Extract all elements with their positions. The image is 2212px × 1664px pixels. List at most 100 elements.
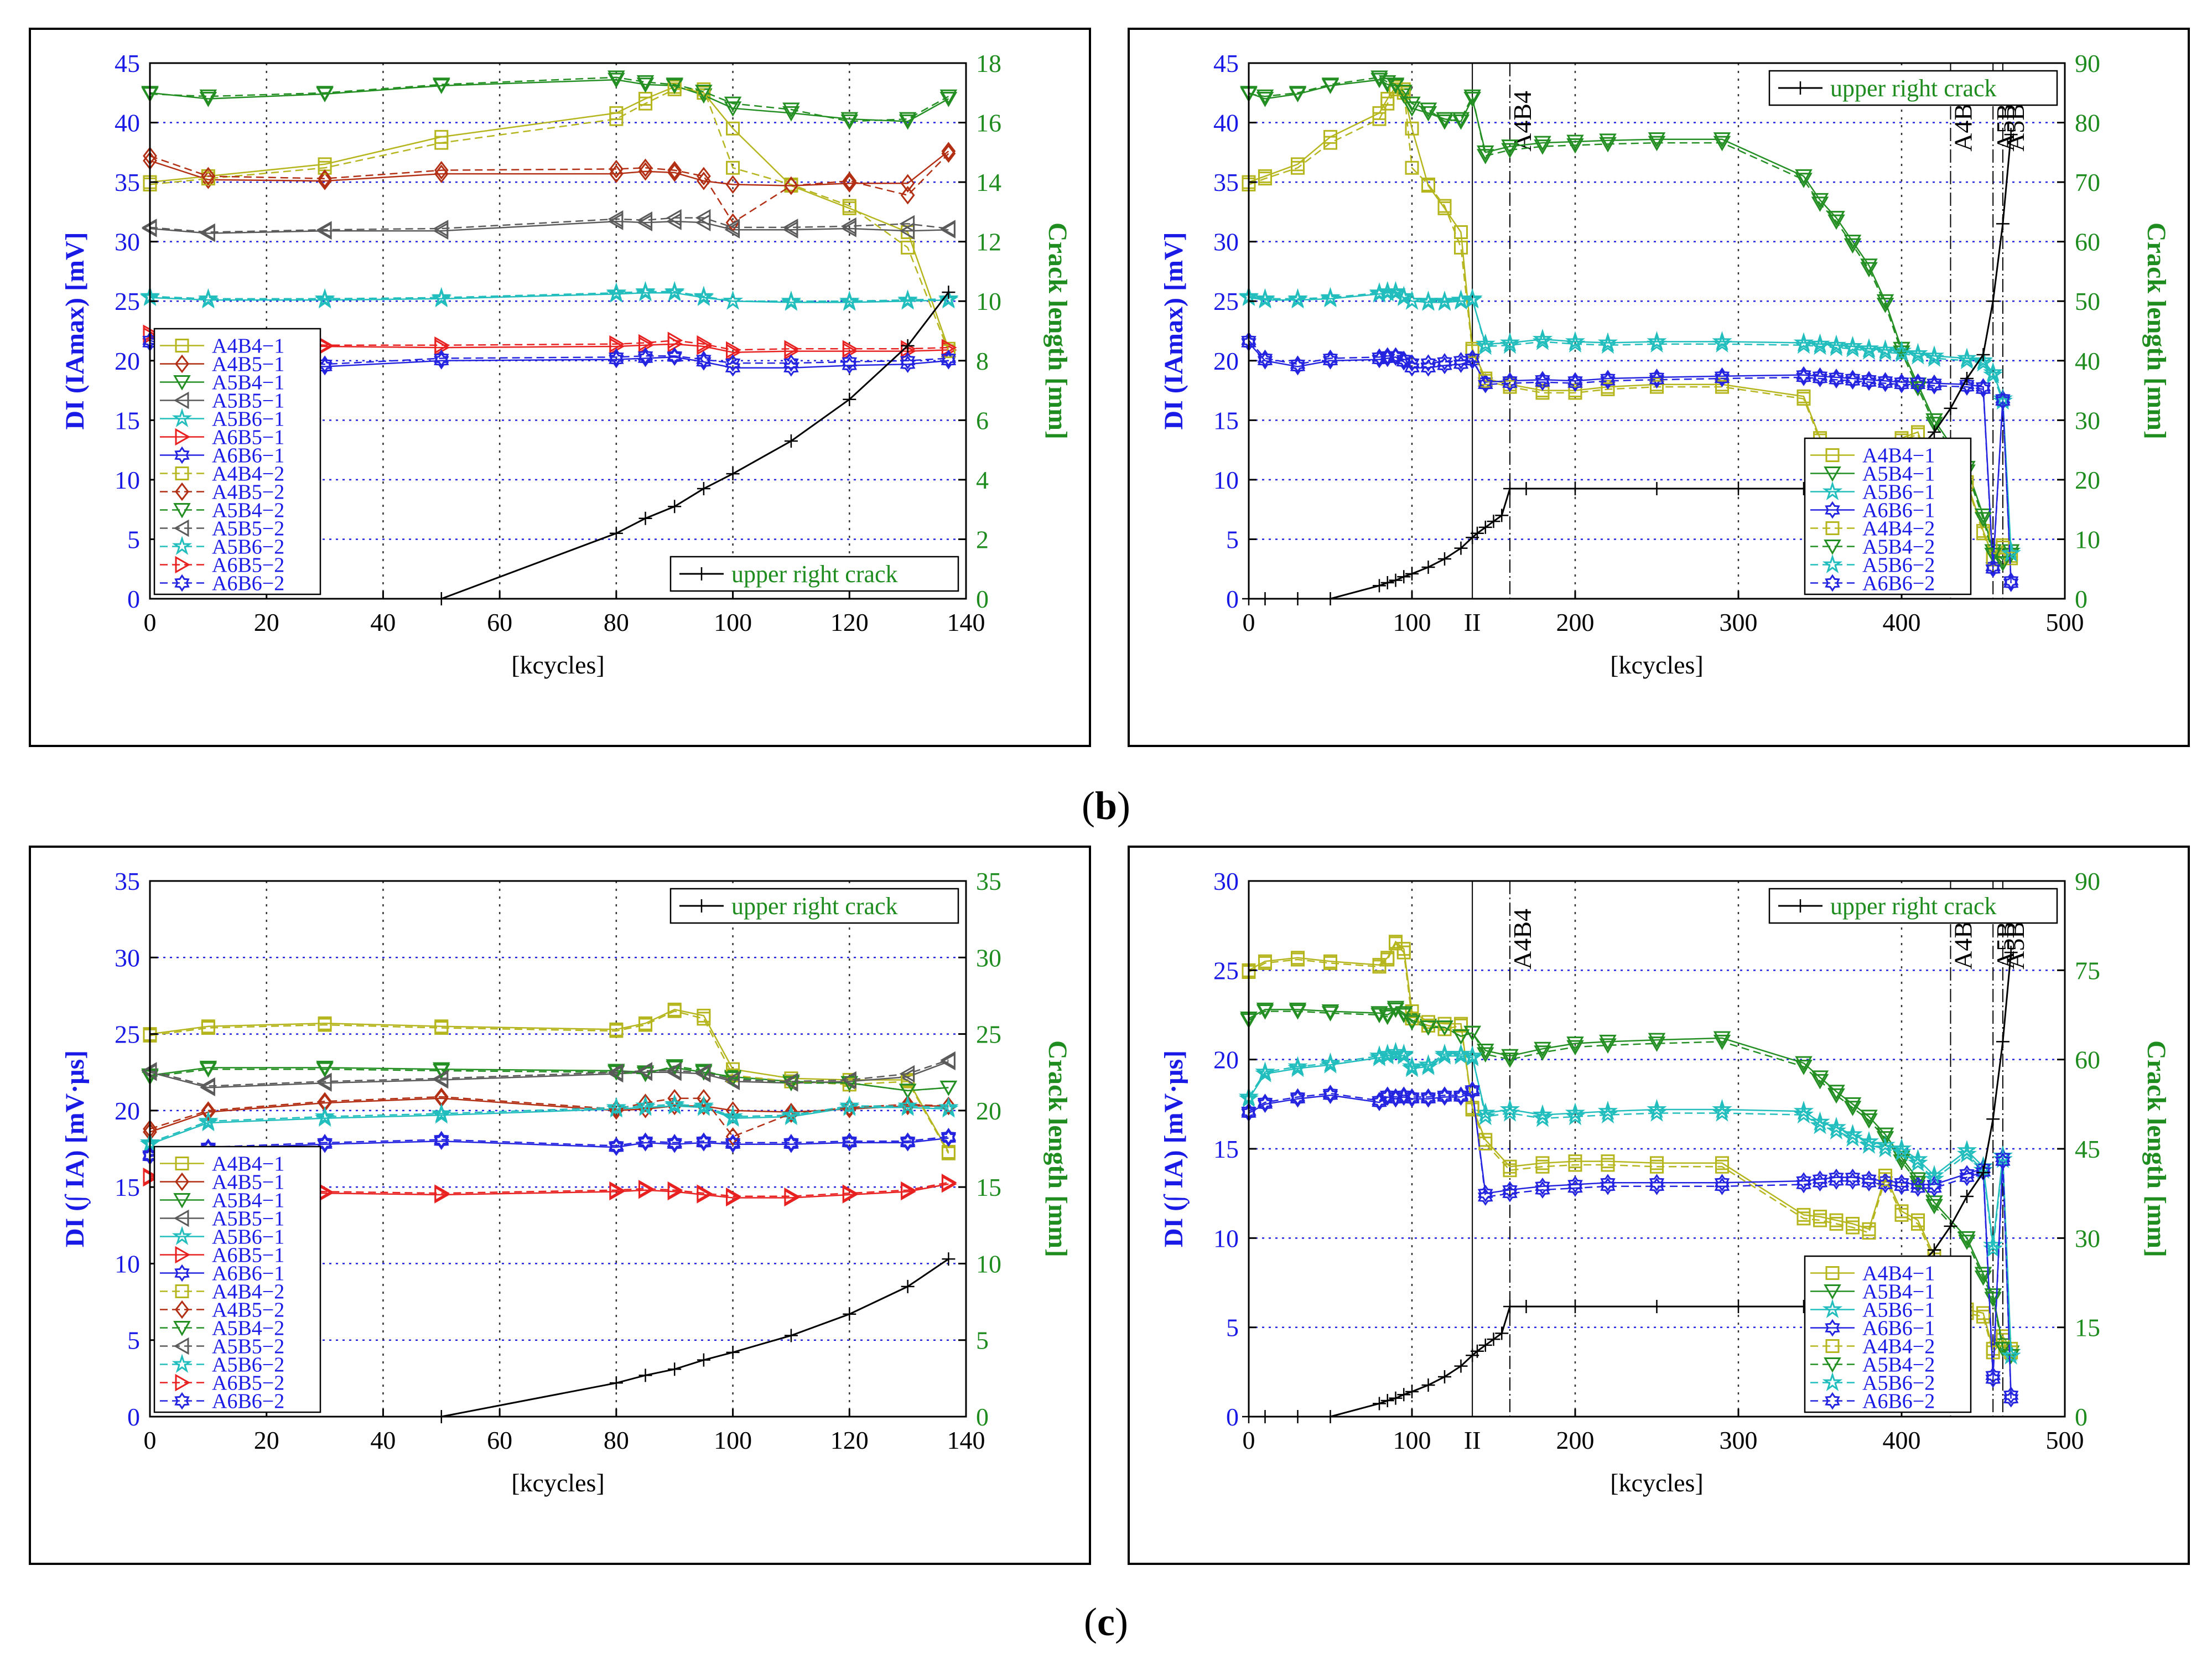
series-line <box>149 217 949 233</box>
data-point <box>1396 82 1411 96</box>
data-point <box>1649 371 1665 389</box>
data-point <box>696 1132 712 1150</box>
data-point <box>1502 374 1518 392</box>
data-point <box>1909 1172 1927 1188</box>
y-tick-label: 20 <box>115 347 140 375</box>
series-line <box>149 89 949 352</box>
y2-axis-label: Crack length [mm] <box>2142 1040 2171 1257</box>
data-point <box>1477 375 1493 393</box>
legend-marker <box>173 519 189 537</box>
caption-c-letter: c <box>1097 1600 1115 1644</box>
x-tick-label: 400 <box>1883 1426 1921 1454</box>
data-point <box>1322 349 1338 367</box>
data-point <box>1394 1043 1414 1063</box>
crack-point <box>1478 1338 1492 1352</box>
data-point <box>938 1097 959 1116</box>
data-point <box>1713 132 1731 148</box>
data-point <box>1476 1047 1494 1063</box>
data-point <box>1956 350 1977 370</box>
crack-point <box>1373 1397 1386 1411</box>
data-point <box>1242 177 1256 191</box>
data-point <box>1378 1009 1396 1025</box>
data-point <box>318 160 332 175</box>
crack-point <box>1503 482 1517 496</box>
data-point <box>434 336 450 354</box>
data-point <box>724 1071 740 1089</box>
crack-point <box>784 434 798 448</box>
legend-label: A4B5−2 <box>212 1299 284 1322</box>
x-axis-label: [kcycles] <box>511 651 605 679</box>
data-point <box>1599 1038 1617 1054</box>
data-point <box>1973 350 1993 370</box>
data-point <box>1565 333 1586 353</box>
legend-marker <box>175 1284 189 1298</box>
data-point <box>1385 1041 1406 1061</box>
legend-label: A4B4−1 <box>212 335 284 358</box>
data-point <box>1568 1158 1582 1172</box>
data-point <box>638 96 653 111</box>
data-point <box>1477 1184 1493 1202</box>
data-point <box>842 340 858 358</box>
data-point <box>2001 1345 2021 1365</box>
caption-b-letter: b <box>1094 784 1118 828</box>
legend-label: A5B5−1 <box>212 390 284 413</box>
data-point <box>1477 1188 1493 1206</box>
data-point <box>1826 336 1847 356</box>
data-point <box>1858 340 1879 360</box>
crack-point <box>1503 1300 1517 1314</box>
x-axis-label: [kcycles] <box>511 1469 605 1497</box>
data-point <box>1713 1034 1731 1050</box>
data-point <box>1649 1177 1665 1195</box>
data-point <box>1370 70 1388 86</box>
y2-tick-label: 35 <box>976 867 1001 895</box>
legend-label: A5B4−2 <box>212 1317 284 1340</box>
y-tick-label: 25 <box>115 1020 140 1049</box>
data-point <box>1861 1170 1877 1188</box>
data-point <box>316 86 334 101</box>
data-point <box>1565 1106 1586 1126</box>
data-point <box>1289 1004 1307 1020</box>
y-tick-label: 0 <box>127 585 140 613</box>
data-point <box>842 1077 856 1092</box>
crack-point <box>609 1376 623 1390</box>
data-point <box>941 1128 957 1145</box>
data-point <box>1983 364 2003 384</box>
legend-label: A4B4−1 <box>1862 444 1935 468</box>
series-line <box>149 1010 949 1154</box>
data-point <box>1829 1168 1844 1186</box>
x-tick-label: 300 <box>1720 608 1758 636</box>
data-point <box>1650 380 1664 394</box>
data-point <box>784 1187 800 1205</box>
legend-label: A5B4−1 <box>212 371 284 395</box>
data-point <box>1894 1207 1909 1222</box>
event-label: A4B4 <box>1508 909 1536 970</box>
data-point <box>1420 359 1436 377</box>
plot-frame <box>1248 62 2066 600</box>
data-point <box>941 142 956 160</box>
data-point <box>1404 1088 1420 1106</box>
data-point <box>607 72 625 89</box>
data-point <box>726 341 741 359</box>
data-point <box>783 1134 799 1152</box>
data-point <box>1600 1177 1616 1195</box>
legend-label: A4B4−2 <box>1862 517 1935 541</box>
data-point <box>1388 1088 1404 1106</box>
data-point <box>1405 160 1419 175</box>
data-point <box>1812 367 1828 385</box>
data-point <box>1256 92 1274 107</box>
legend-marker <box>174 446 190 464</box>
data-point <box>1811 1074 1829 1090</box>
y2-tick-label: 60 <box>2075 228 2100 256</box>
x-axis-label: [kcycles] <box>1610 651 1704 679</box>
crack-point <box>1389 573 1403 587</box>
data-point <box>1503 1163 1517 1178</box>
data-point <box>1860 1113 1878 1129</box>
data-point <box>433 1064 450 1080</box>
data-point <box>1565 1102 1586 1122</box>
legend-label: A4B4−1 <box>1862 1262 1935 1285</box>
x-tick-label: 200 <box>1556 608 1595 636</box>
y2-tick-label: 20 <box>976 1097 1001 1125</box>
crack-point <box>942 286 956 299</box>
crack-point <box>668 500 682 514</box>
legend-label: A4B4−2 <box>1862 1335 1935 1359</box>
